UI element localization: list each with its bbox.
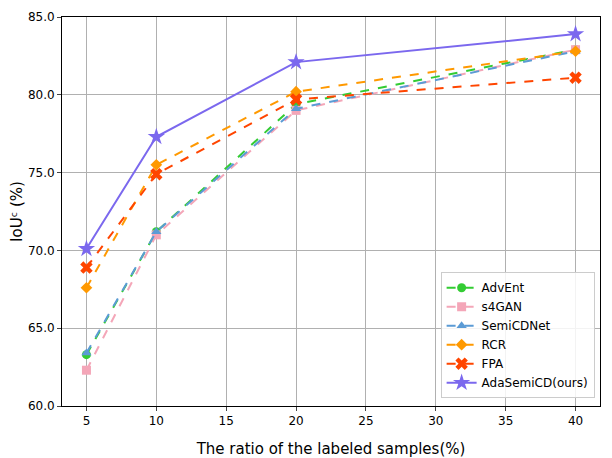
svg-text:60.0: 60.0 bbox=[28, 399, 55, 413]
svg-text:65.0: 65.0 bbox=[28, 321, 55, 335]
svg-text:80.0: 80.0 bbox=[28, 88, 55, 102]
svg-text:AdaSemiCD(ours): AdaSemiCD(ours) bbox=[482, 376, 588, 390]
svg-text:SemiCDNet: SemiCDNet bbox=[482, 319, 551, 333]
svg-text:25: 25 bbox=[358, 414, 373, 428]
svg-text:10: 10 bbox=[149, 414, 164, 428]
svg-text:IoUᶜ (%): IoUᶜ (%) bbox=[8, 181, 26, 242]
svg-text:85.0: 85.0 bbox=[28, 10, 55, 24]
svg-text:15: 15 bbox=[219, 414, 234, 428]
svg-text:AdvEnt: AdvEnt bbox=[482, 281, 525, 295]
svg-text:s4GAN: s4GAN bbox=[482, 300, 522, 314]
svg-text:40: 40 bbox=[568, 414, 583, 428]
svg-text:30: 30 bbox=[428, 414, 443, 428]
svg-text:75.0: 75.0 bbox=[28, 166, 55, 180]
svg-text:RCR: RCR bbox=[482, 338, 506, 352]
svg-text:5: 5 bbox=[83, 414, 91, 428]
svg-text:FPA: FPA bbox=[482, 357, 504, 371]
svg-text:20: 20 bbox=[288, 414, 303, 428]
svg-text:35: 35 bbox=[498, 414, 513, 428]
svg-text:The ratio of the labeled sampl: The ratio of the labeled samples(%) bbox=[196, 440, 466, 458]
svg-text:70.0: 70.0 bbox=[28, 244, 55, 258]
